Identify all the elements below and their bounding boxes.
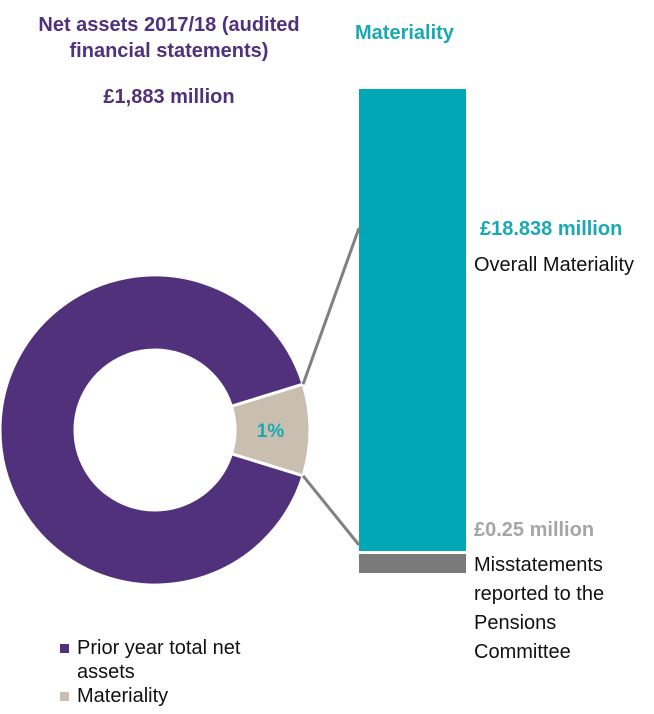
bar-title: Materiality xyxy=(355,22,454,44)
legend-swatch-materiality xyxy=(60,692,69,701)
legend-item-net-assets: Prior year total net assets xyxy=(60,636,300,684)
legend-swatch-net-assets xyxy=(60,644,69,653)
donut-title: Net assets 2017/18 (audited financial st… xyxy=(38,14,300,62)
donut-slice-net-assets xyxy=(0,273,305,587)
misstatement-threshold-value: £0.25 million xyxy=(474,519,595,541)
bar-segment-overall-materiality xyxy=(359,89,466,551)
bar-segment-misstatements xyxy=(359,554,466,573)
connector-line-bottom xyxy=(301,474,361,546)
legend-label-materiality: Materiality xyxy=(77,685,169,707)
legend-item-materiality: Materiality xyxy=(60,684,300,708)
overall-materiality-value: £18.838 million xyxy=(480,218,623,240)
donut-slice-label: 1% xyxy=(257,421,285,442)
legend-label-net-assets: Prior year total net assets xyxy=(77,637,241,683)
connector-line-top xyxy=(301,227,361,385)
net-assets-value: £1,883 million xyxy=(103,86,235,108)
misstatement-threshold-label: Misstatements reported to the Pensions C… xyxy=(474,554,605,663)
chart-legend: Prior year total net assets Materiality xyxy=(60,636,300,708)
overall-materiality-label: Overall Materiality xyxy=(474,254,635,276)
